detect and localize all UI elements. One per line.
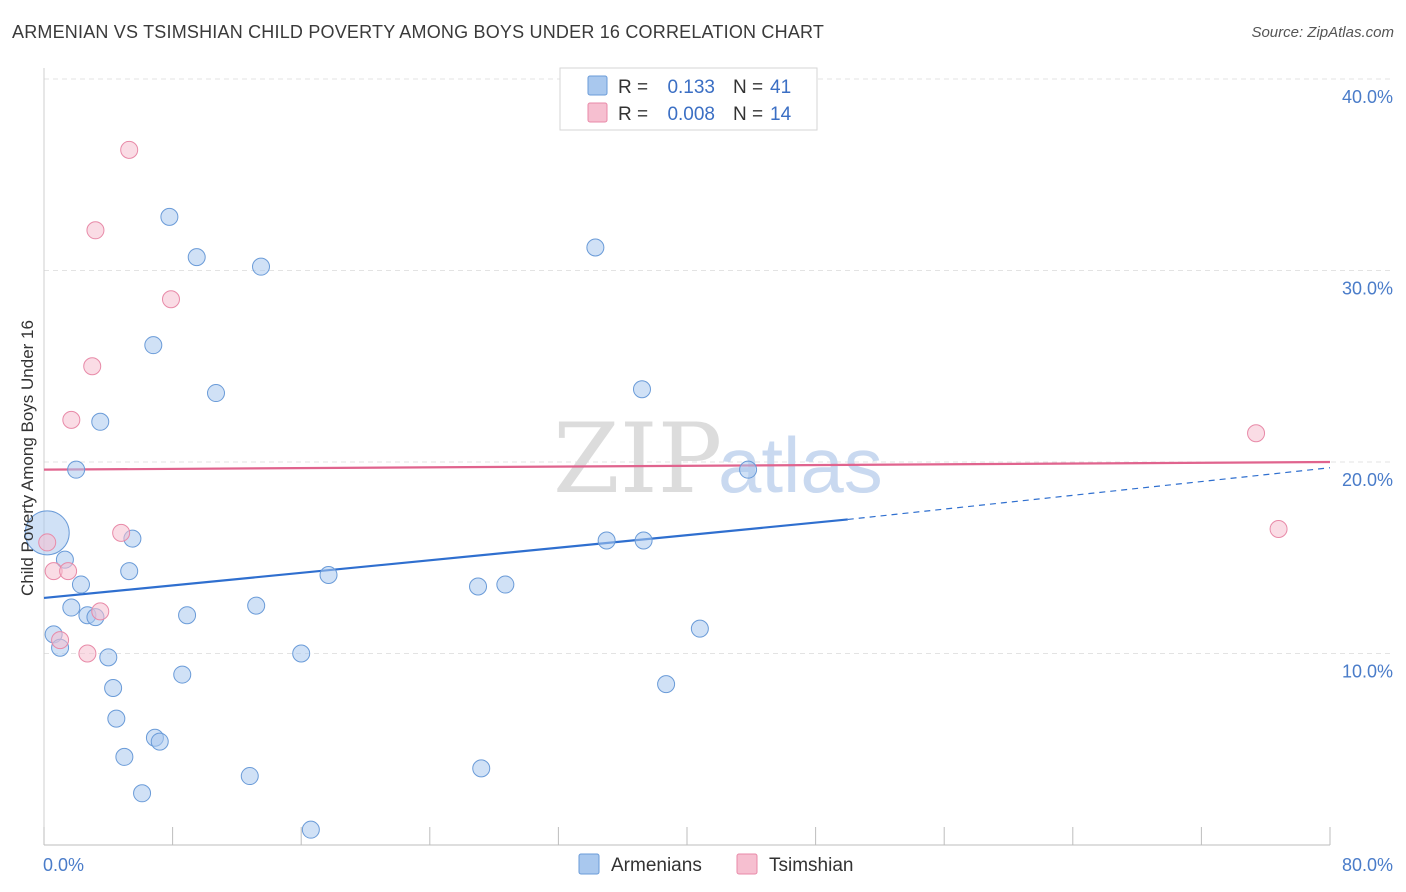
armenian-point (252, 257, 271, 276)
legend-n-value-2: 14 (770, 104, 792, 125)
armenian-point (62, 598, 81, 617)
armenian-point (586, 238, 605, 257)
y-axis-title: Child Poverty Among Boys Under 16 (18, 320, 37, 596)
armenian-point (107, 709, 126, 728)
armenian-point (178, 606, 197, 625)
legend-armenians-swatch (578, 853, 600, 875)
chart-title: ARMENIAN VS TSIMSHIAN CHILD POVERTY AMON… (12, 22, 825, 42)
tsimshian-point (59, 562, 78, 581)
armenian-point (104, 678, 123, 697)
legend-armenians-label: Armenians (611, 855, 702, 876)
armenian-point (67, 460, 86, 479)
x-tick-label-start: 0.0% (43, 855, 84, 875)
armenian-point (71, 575, 90, 594)
legend-r-value-2: 0.008 (667, 104, 715, 125)
armenian-point (120, 562, 139, 581)
legend-n-label-2: N = (733, 104, 763, 125)
armenian-point (301, 820, 320, 839)
legend-n-value-1: 41 (770, 77, 791, 98)
legend-r-label-1: R = (618, 77, 648, 98)
legend-r-value-1: 0.133 (667, 77, 715, 98)
tsimshian-point (62, 410, 81, 429)
armenian-point (247, 596, 266, 615)
tsimshian-point (120, 140, 139, 159)
armenian-trend-line (43, 518, 848, 600)
watermark-zip: ZIP (553, 403, 722, 515)
armenian-trend-extension (847, 467, 1331, 521)
tsimshian-swatch (587, 102, 608, 123)
armenian-point (634, 531, 653, 550)
axes (43, 68, 1331, 846)
armenian-point (99, 648, 118, 667)
armenian-point (173, 665, 192, 684)
armenian-point (597, 531, 616, 550)
armenian-point (240, 767, 259, 786)
armenian-point (187, 248, 206, 267)
armenian-point (319, 565, 338, 584)
tsimshian-point (1269, 520, 1288, 539)
armenian-point (632, 380, 651, 399)
armenian-swatch (587, 75, 608, 96)
armenian-point (91, 412, 110, 431)
tsimshian-point (112, 523, 131, 542)
y-tick-label-30: 30.0% (1342, 279, 1393, 299)
legend-r-label-2: R = (618, 104, 648, 125)
armenian-point (24, 510, 70, 556)
armenian-point (472, 759, 491, 778)
tsimshian-trend-line (43, 460, 1331, 471)
tick-labels: 10.0% 20.0% 30.0% 40.0% 0.0% 80.0% (43, 87, 1393, 875)
watermark: ZIP atlas (553, 403, 883, 515)
legend-tsimshian-label: Tsimshian (769, 855, 853, 876)
tsimshian-point (1247, 424, 1266, 443)
stats-legend: R = 0.133 N = 41 R = 0.008 N = 14 (559, 67, 818, 131)
series-legend: Armenians Tsimshian (578, 853, 853, 876)
y-tick-label-40: 40.0% (1342, 87, 1393, 107)
tsimshian-point (78, 644, 97, 663)
data-points (24, 140, 1288, 839)
tsimshian-point (83, 357, 102, 376)
tsimshian-point (161, 290, 180, 309)
armenian-point (657, 675, 676, 694)
gridlines (44, 78, 1393, 654)
tsimshian-point (38, 533, 57, 552)
source-label: Source: ZipAtlas.com (1251, 24, 1394, 41)
y-tick-label-20: 20.0% (1342, 470, 1393, 490)
armenian-point (150, 732, 169, 751)
armenian-point (144, 336, 163, 355)
legend-n-label-1: N = (733, 77, 763, 98)
tsimshian-point (91, 602, 110, 621)
armenian-point (690, 619, 709, 638)
tsimshian-point (86, 221, 105, 240)
legend-tsimshian-swatch (736, 853, 758, 875)
armenian-point (207, 384, 226, 403)
y-tick-label-10: 10.0% (1342, 662, 1393, 682)
armenian-point (496, 575, 515, 594)
armenian-point (739, 460, 758, 479)
trend-lines (43, 460, 1331, 600)
armenian-point (133, 784, 152, 803)
x-tick-label-end: 80.0% (1342, 855, 1393, 875)
armenian-point (469, 577, 488, 596)
armenian-point (160, 207, 179, 226)
tsimshian-point (51, 631, 70, 650)
armenian-point (115, 747, 134, 766)
armenian-point (292, 644, 311, 663)
